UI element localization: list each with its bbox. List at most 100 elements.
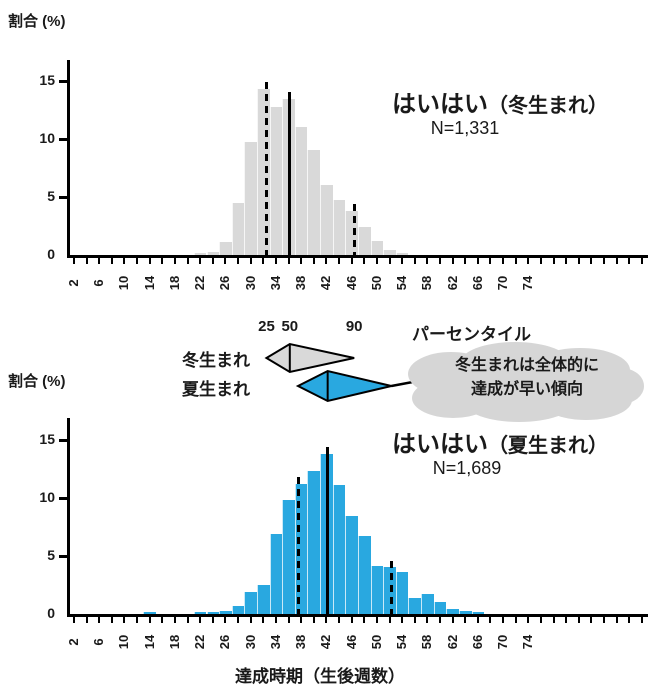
x-tick [73, 258, 75, 264]
histogram-bar [282, 500, 295, 614]
winter-legend-label: 冬生まれ [182, 351, 250, 370]
x-tick [186, 617, 189, 623]
histogram-bar [357, 536, 371, 614]
x-tick [489, 617, 492, 623]
x-tick [123, 258, 126, 264]
y-tick-label: 0 [47, 605, 55, 621]
histogram-bar [193, 611, 207, 614]
histogram-bar [206, 611, 220, 614]
x-tick [338, 617, 341, 623]
x-tick [98, 258, 101, 264]
summer-histogram: 0 5 10 15 2 6 10 14 18 22 26 30 34 38 42 46 50 54 58 62 66 70… [0, 330, 652, 660]
x-tick [224, 617, 227, 623]
x-tick [514, 258, 517, 264]
y-tick-label: 10 [39, 129, 55, 146]
x-tick [388, 617, 391, 623]
callout-text-line2: 達成が早い傾向 [470, 381, 583, 398]
winter-n-label: N=1,331 [430, 118, 500, 138]
histogram-bar [193, 252, 207, 255]
histogram-bar [357, 227, 371, 255]
percentile-90-label: 90 [345, 318, 363, 335]
x-tick [375, 258, 378, 264]
x-tick [98, 617, 101, 623]
y-tick-label: 0 [47, 246, 55, 262]
percentile-25-line [296, 476, 300, 614]
x-tick [438, 617, 441, 623]
winter-title-main: はいはい [392, 91, 488, 118]
x-tick [300, 258, 303, 264]
x-tick [539, 258, 542, 264]
x-tick [300, 617, 303, 623]
x-tick [476, 617, 479, 623]
x-tick [262, 258, 265, 264]
x-tick [350, 258, 353, 264]
y-tick [59, 137, 67, 141]
x-tick [527, 617, 530, 623]
x-tick [615, 258, 618, 264]
x-tick [401, 258, 404, 264]
winter-histogram: 0 5 10 15 2 6 10 14 18 22 26 30 34 38 42 46 50 54 58 62 66 70… [0, 0, 652, 320]
x-tick [110, 617, 113, 623]
y-axis-title-summer: 割合 (%) [8, 373, 66, 390]
histogram-bar [332, 200, 346, 255]
histogram-bar [219, 610, 232, 614]
y-tick [59, 438, 67, 442]
x-tick [590, 617, 593, 623]
x-tick [426, 617, 429, 623]
percentile-25-label: 25 [258, 318, 275, 335]
histogram-bar [383, 250, 396, 255]
histogram-bar [307, 470, 321, 614]
histogram-bar [206, 251, 220, 255]
x-tick [237, 617, 240, 623]
histogram-bar [471, 611, 485, 614]
x-tick [148, 617, 151, 623]
summer-n-label: N=1,689 [432, 458, 502, 478]
x-tick [577, 258, 580, 264]
histogram-bar [269, 107, 283, 255]
percentile-25-line [264, 81, 268, 255]
histogram-bar [421, 594, 434, 614]
x-tick [85, 617, 88, 623]
x-tick [249, 617, 252, 623]
x-tick [476, 258, 479, 264]
y-tick-label: 5 [47, 187, 55, 204]
summer-title-main: はいはい [392, 431, 488, 458]
histogram-bar [219, 242, 232, 255]
x-axis-line [67, 255, 648, 258]
x-tick [489, 258, 492, 264]
x-tick [224, 258, 227, 264]
histogram-bar [320, 185, 333, 255]
x-tick [577, 617, 580, 623]
x-tick [287, 617, 290, 623]
x-tick [173, 617, 176, 623]
x-tick [590, 258, 593, 264]
x-tick [237, 258, 240, 264]
histogram-bar [143, 611, 157, 614]
histogram-bar [244, 591, 257, 614]
histogram-bar [395, 572, 409, 614]
x-tick [161, 258, 164, 264]
x-tick [199, 258, 202, 264]
x-tick [136, 617, 139, 623]
winter-percentile-diamond [264, 342, 355, 374]
histogram-bar [433, 602, 447, 614]
x-tick [615, 617, 618, 623]
x-tick [603, 258, 606, 264]
histogram-bar [370, 566, 384, 614]
y-tick [59, 554, 67, 558]
x-tick [161, 617, 164, 623]
x-tick [552, 258, 555, 264]
callout-text-line1: 冬生まれは全体的に [454, 357, 599, 374]
histogram-bar [244, 142, 257, 255]
histogram-bar [294, 127, 308, 255]
percentile-50-label: 50 [281, 318, 299, 335]
x-tick [539, 617, 542, 623]
y-tick-label: 15 [39, 71, 55, 88]
histogram-bar [345, 516, 358, 614]
summer-legend-label: 夏生まれ [182, 380, 250, 399]
x-tick [123, 617, 126, 623]
x-tick [388, 258, 391, 264]
x-tick [552, 617, 555, 623]
